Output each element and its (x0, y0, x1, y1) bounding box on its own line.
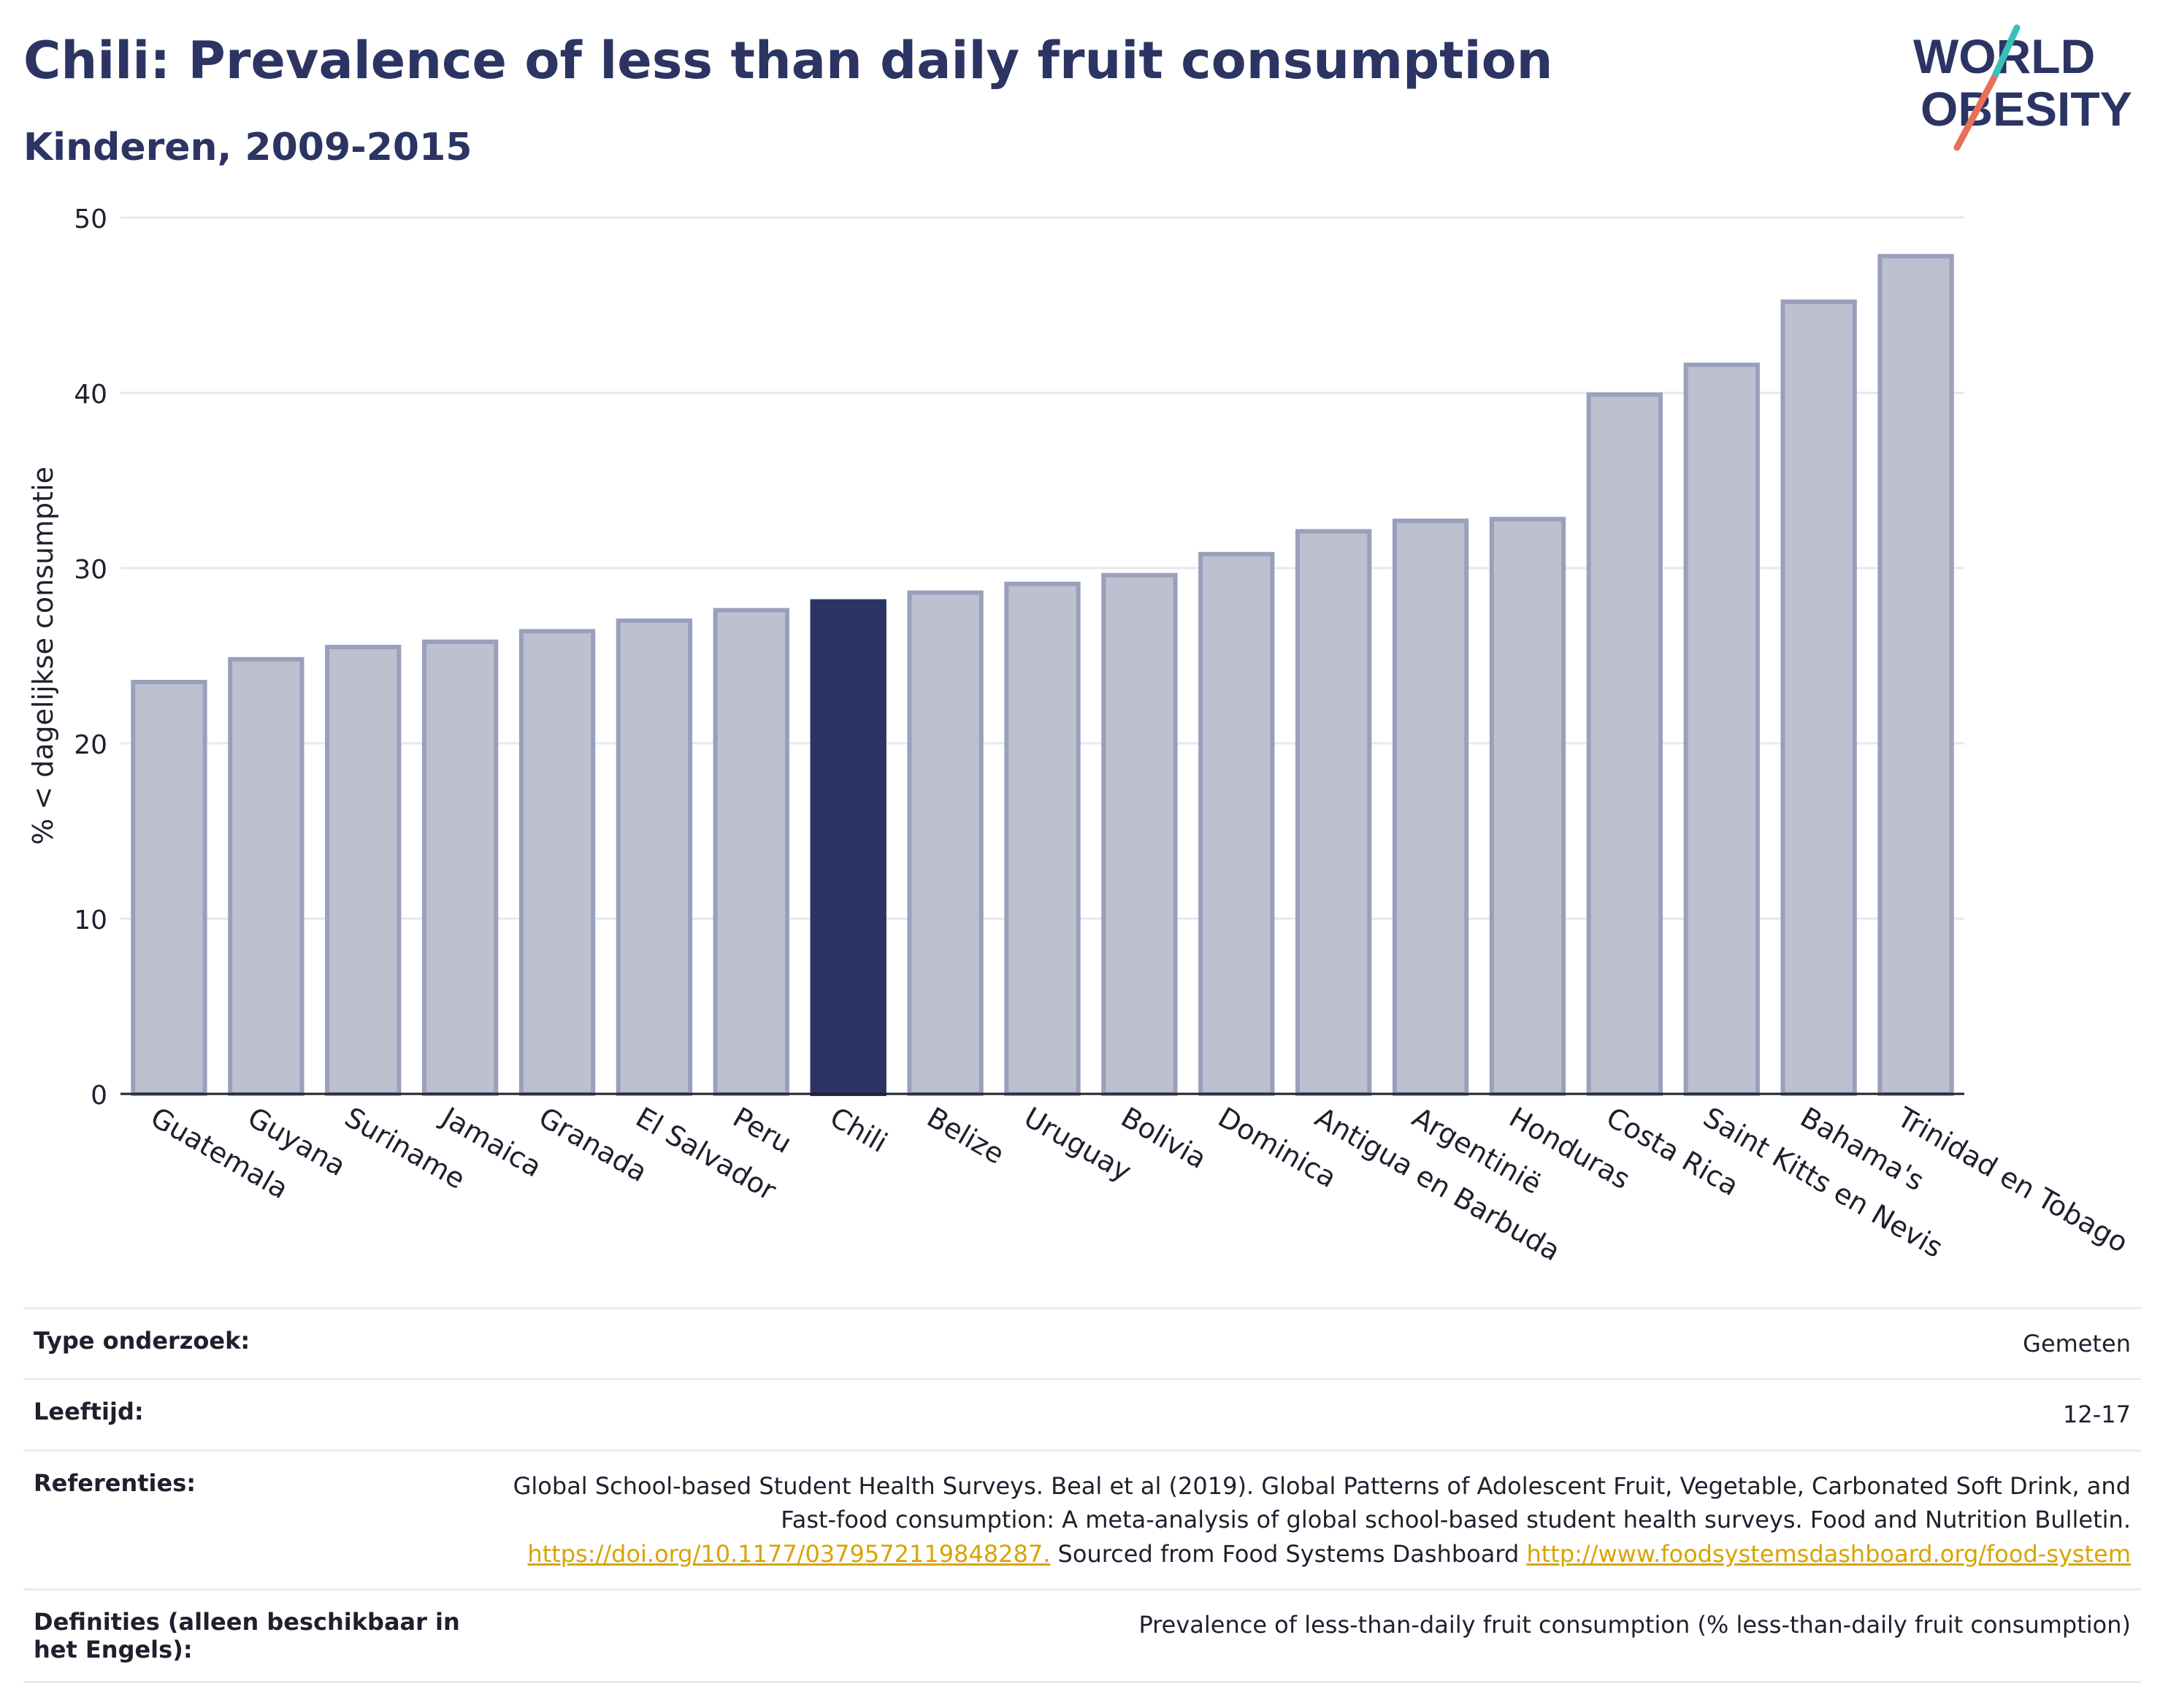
logo-slash-teal (1990, 24, 2021, 83)
bar-7 (810, 599, 886, 1096)
bar-8 (907, 590, 984, 1096)
meta-def-label: Definities (alleen beschikbaar in het En… (34, 1607, 460, 1663)
meta-def-value: Prevalence of less-than-daily fruit cons… (1138, 1610, 2131, 1639)
bar-6 (713, 608, 789, 1096)
meta-type-value: Gemeten (2023, 1330, 2131, 1357)
bar-9 (1004, 581, 1081, 1096)
x-tick-label: Uruguay (1019, 1101, 1137, 1188)
bar-14 (1489, 516, 1566, 1096)
meta-ref-doi-link[interactable]: https://doi.org/10.1177/0379572119848287… (527, 1539, 1051, 1568)
meta-type-label: Type onderzoek: (34, 1327, 250, 1355)
bar-11 (1198, 551, 1275, 1096)
bar-5 (616, 619, 693, 1096)
logo-slash-coral (1953, 75, 1997, 151)
world-obesity-logo: WORLD OBESITY (1913, 24, 2132, 151)
meta-ref-text1: Global School-based Student Health Surve… (513, 1471, 2131, 1534)
meta-row-references: Referenties: Global School-based Student… (23, 1449, 2141, 1588)
meta-age-value: 12-17 (2063, 1401, 2131, 1429)
x-tick-label: Chili (824, 1101, 892, 1159)
y-tick-label: 0 (91, 1081, 107, 1111)
meta-ref-dashboard-link[interactable]: http://www.foodsystemsdashboard.org/food… (1526, 1539, 2131, 1568)
bar-16 (1683, 362, 1760, 1097)
y-tick-label: 50 (74, 204, 107, 234)
bar-3 (421, 639, 499, 1096)
y-axis-label: % < dagelijkse consumptie (27, 467, 59, 845)
y-tick-label: 20 (74, 730, 107, 760)
chart-title: Chili: Prevalence of less than daily fru… (23, 31, 1553, 91)
meta-row-type: Type onderzoek: Gemeten (23, 1307, 2141, 1378)
y-tick-label: 10 (74, 905, 107, 935)
bar-4 (518, 629, 596, 1096)
meta-age-label: Leeftijd: (34, 1398, 144, 1426)
bar-12 (1295, 529, 1372, 1097)
meta-ref-value: Global School-based Student Health Surve… (501, 1469, 2131, 1571)
bar-1 (228, 656, 305, 1096)
bar-17 (1780, 299, 1857, 1097)
bar-0 (131, 680, 207, 1096)
bar-2 (325, 645, 402, 1096)
bar-10 (1101, 572, 1178, 1096)
bar-18 (1877, 253, 1954, 1096)
x-tick-label: Granada (534, 1101, 653, 1189)
meta-ref-text2: Sourced from Food Systems Dashboard (1057, 1539, 1520, 1568)
logo-word-obesity: OBESITY (1920, 82, 2132, 136)
y-tick-label: 40 (74, 380, 107, 410)
meta-ref-label: Referenties: (34, 1468, 196, 1497)
bar-13 (1392, 518, 1469, 1096)
y-tick-label: 30 (74, 555, 107, 585)
meta-row-age: Leeftijd: 12-17 (23, 1378, 2141, 1449)
x-tick-label: Belize (922, 1101, 1010, 1171)
metadata-table: Type onderzoek: Gemeten Leeftijd: 12-17 … (23, 1307, 2141, 1683)
chart-subtitle: Kinderen, 2009-2015 (23, 126, 472, 169)
x-tick-label: Peru (727, 1101, 797, 1160)
meta-row-definitions: Definities (alleen beschikbaar in het En… (23, 1588, 2141, 1683)
bar-15 (1586, 392, 1663, 1096)
